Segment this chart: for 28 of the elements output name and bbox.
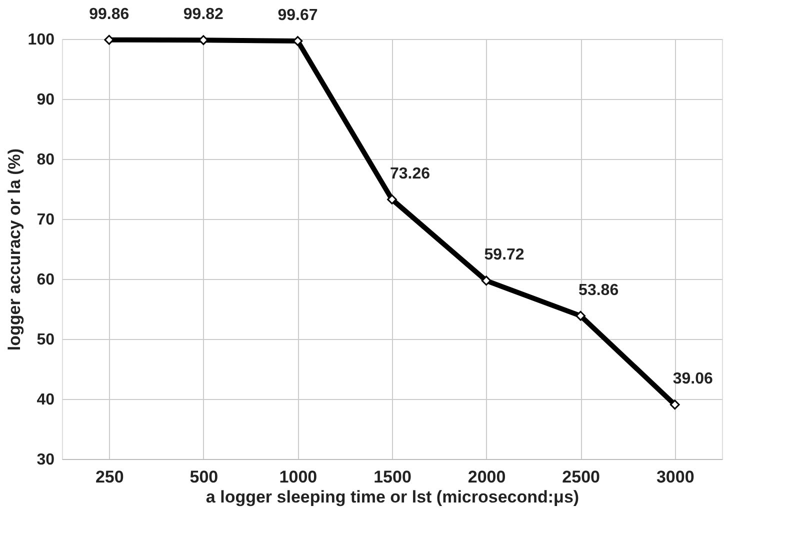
y-tick-label: 100 xyxy=(28,32,55,48)
y-axis-title: logger accuracy or la (%) xyxy=(4,148,24,351)
x-tick-label: 500 xyxy=(190,468,218,486)
x-tick-label: 2500 xyxy=(562,468,600,486)
x-axis-title: a logger sleeping time or lst (microsecond:μs) xyxy=(206,488,580,506)
y-tick-label: 50 xyxy=(36,332,55,348)
data-label: 59.72 xyxy=(484,246,524,264)
data-label: 53.86 xyxy=(578,282,619,299)
x-tick-label: 1500 xyxy=(374,468,412,486)
data-label: 39.06 xyxy=(672,370,713,388)
data-label: 99.86 xyxy=(89,6,130,23)
y-tick-label: 80 xyxy=(36,152,55,168)
y-tick-label: 90 xyxy=(36,92,55,108)
data-label: 99.67 xyxy=(278,6,318,24)
point xyxy=(576,310,586,321)
y-tick-label: 40 xyxy=(36,392,55,408)
y-tick-label: 70 xyxy=(36,212,55,228)
point xyxy=(481,276,492,286)
x-tick-label: 2000 xyxy=(468,468,506,486)
data-label: 73.26 xyxy=(390,165,430,182)
y-tick-label: 60 xyxy=(36,272,55,288)
x-tick-label: 3000 xyxy=(656,468,694,486)
point xyxy=(670,400,680,410)
x-tick-label: 250 xyxy=(95,468,124,486)
point xyxy=(387,194,397,204)
y-tick-label: 30 xyxy=(36,452,55,468)
data-label: 99.82 xyxy=(183,6,224,24)
x-tick-label: 1000 xyxy=(279,468,318,486)
